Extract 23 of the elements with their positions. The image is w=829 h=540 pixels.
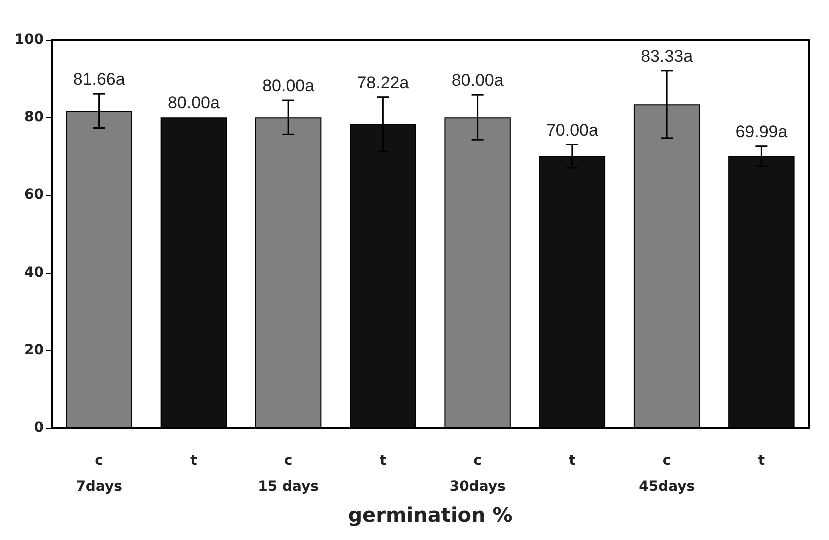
y-tick-label: 20 [24,342,44,358]
x-tick-label: t [758,453,766,469]
x-tick-label: c 15 days [258,453,319,495]
y-tick-label: 100 [14,32,44,48]
data-label: 80.00a [452,71,504,90]
y-tick-label: 0 [34,420,44,436]
x-tick-label: c 45days [639,453,696,495]
x-axis-title: germination % [348,502,513,527]
x-tick-label: c 30days [450,453,506,495]
y-tick-label: 40 [24,264,44,281]
data-label: 80.00a [168,94,220,113]
x-tick-label: t [190,453,198,469]
y-tick-label: 60 [24,187,44,204]
data-label: 80.00a [262,76,316,96]
data-label: 69.99a [736,122,788,142]
data-label: 70.00a [546,120,599,140]
x-tick-label: c 7days [76,453,122,495]
x-tick-label: t [380,453,387,469]
x-tick-label: t [569,453,576,469]
y-tick-label: 80 [24,110,44,126]
data-label: 78.22a [357,73,410,92]
data-label: 81.66a [73,70,126,90]
data-label: 83.33a [641,46,694,66]
